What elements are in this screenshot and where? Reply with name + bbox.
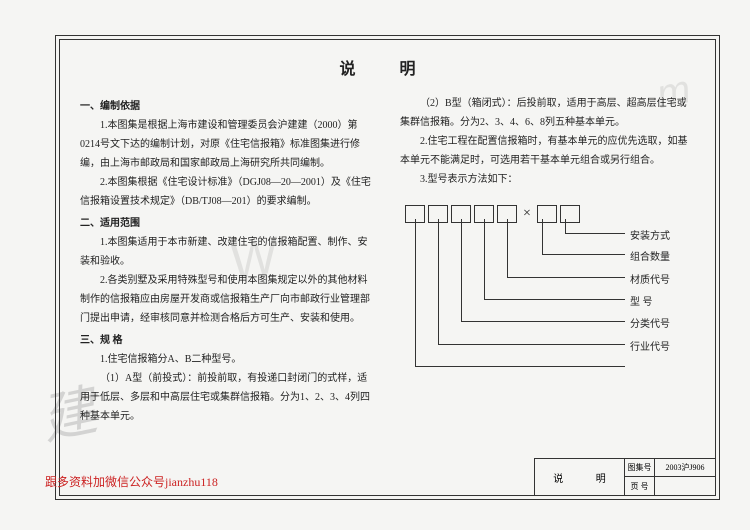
footer-row: 页 号 <box>625 477 715 495</box>
footer-label: 页 号 <box>625 477 655 495</box>
page-title: 说 明 <box>80 55 695 79</box>
paragraph: 3.型号表示方法如下： <box>400 170 695 189</box>
section-heading: 一、编制依据 <box>80 97 375 116</box>
left-column: 一、编制依据 1.本图集是根据上海市建设和管理委员会沪建建（2000）第0214… <box>80 94 375 426</box>
diagram-line <box>438 344 625 345</box>
content-columns: 一、编制依据 1.本图集是根据上海市建设和管理委员会沪建建（2000）第0214… <box>80 94 695 426</box>
diagram-line <box>542 219 543 254</box>
watermark-text: 跟多资料加微信公众号jianzhu118 <box>45 473 218 490</box>
diagram-line <box>507 277 625 278</box>
diagram-label: 安装方式 <box>630 227 670 246</box>
diagram-line <box>565 233 625 234</box>
diagram-line <box>507 219 508 277</box>
footer-value <box>655 477 715 495</box>
paragraph: 1.本图集适用于本市新建、改建住宅的信报箱配置、制作、安装和验收。 <box>80 233 375 271</box>
footer-meta: 图集号 2003沪J906 页 号 <box>625 459 715 495</box>
diagram-line <box>461 321 625 322</box>
diagram-line <box>415 366 625 367</box>
paragraph: （2）B型（箱闭式）：后投前取，适用于高层、超高层住宅或集群信报箱。分为2、3、… <box>400 94 695 132</box>
section-heading: 三、规 格 <box>80 331 375 350</box>
footer-value: 2003沪J906 <box>655 459 715 476</box>
diagram-line <box>565 219 566 233</box>
paragraph: 1.本图集是根据上海市建设和管理委员会沪建建（2000）第0214号文下达的编制… <box>80 116 375 173</box>
diagram-label: 型 号 <box>630 293 653 312</box>
right-column: （2）B型（箱闭式）：后投前取，适用于高层、超高层住宅或集群信报箱。分为2、3、… <box>400 94 695 426</box>
multiply-symbol: × <box>520 201 534 228</box>
diagram-label: 材质代号 <box>630 271 670 290</box>
diagram-label: 行业代号 <box>630 338 670 357</box>
diagram-line <box>484 219 485 299</box>
diagram-line <box>461 219 462 321</box>
diagram-line <box>484 299 625 300</box>
footer-label: 图集号 <box>625 459 655 476</box>
code-box <box>560 205 580 223</box>
section-heading: 二、适用范围 <box>80 214 375 233</box>
paragraph: 2.各类别墅及采用特殊型号和使用本图集规定以外的其他材料制作的信报箱应由房屋开发… <box>80 271 375 328</box>
diagram-label: 组合数量 <box>630 248 670 267</box>
model-code-diagram: × <box>400 201 695 381</box>
footer-table: 说 明 图集号 2003沪J906 页 号 <box>534 458 715 495</box>
footer-title: 说 明 <box>535 459 625 495</box>
page-outer-border: 说 明 一、编制依据 1.本图集是根据上海市建设和管理委员会沪建建（2000）第… <box>55 35 720 500</box>
code-box <box>537 205 557 223</box>
footer-row: 图集号 2003沪J906 <box>625 459 715 477</box>
diagram-line <box>415 219 416 366</box>
paragraph: 2.住宅工程在配置信报箱时，有基本单元的应优先选取，如基本单元不能满足时，可选用… <box>400 132 695 170</box>
paragraph: 2.本图集根据《住宅设计标准》（DGJ08—20—2001）及《住宅信报箱设置技… <box>80 173 375 211</box>
code-boxes: × <box>405 201 580 228</box>
page-inner-border: 说 明 一、编制依据 1.本图集是根据上海市建设和管理委员会沪建建（2000）第… <box>59 39 716 496</box>
diagram-line <box>438 219 439 344</box>
diagram-line <box>542 254 625 255</box>
diagram-label: 分类代号 <box>630 315 670 334</box>
paragraph: （1）A型（前投式）：前投前取，有投递口封闭门的式样，适用于低层、多层和中高层住… <box>80 369 375 426</box>
paragraph: 1.住宅信报箱分A、B二种型号。 <box>80 350 375 369</box>
